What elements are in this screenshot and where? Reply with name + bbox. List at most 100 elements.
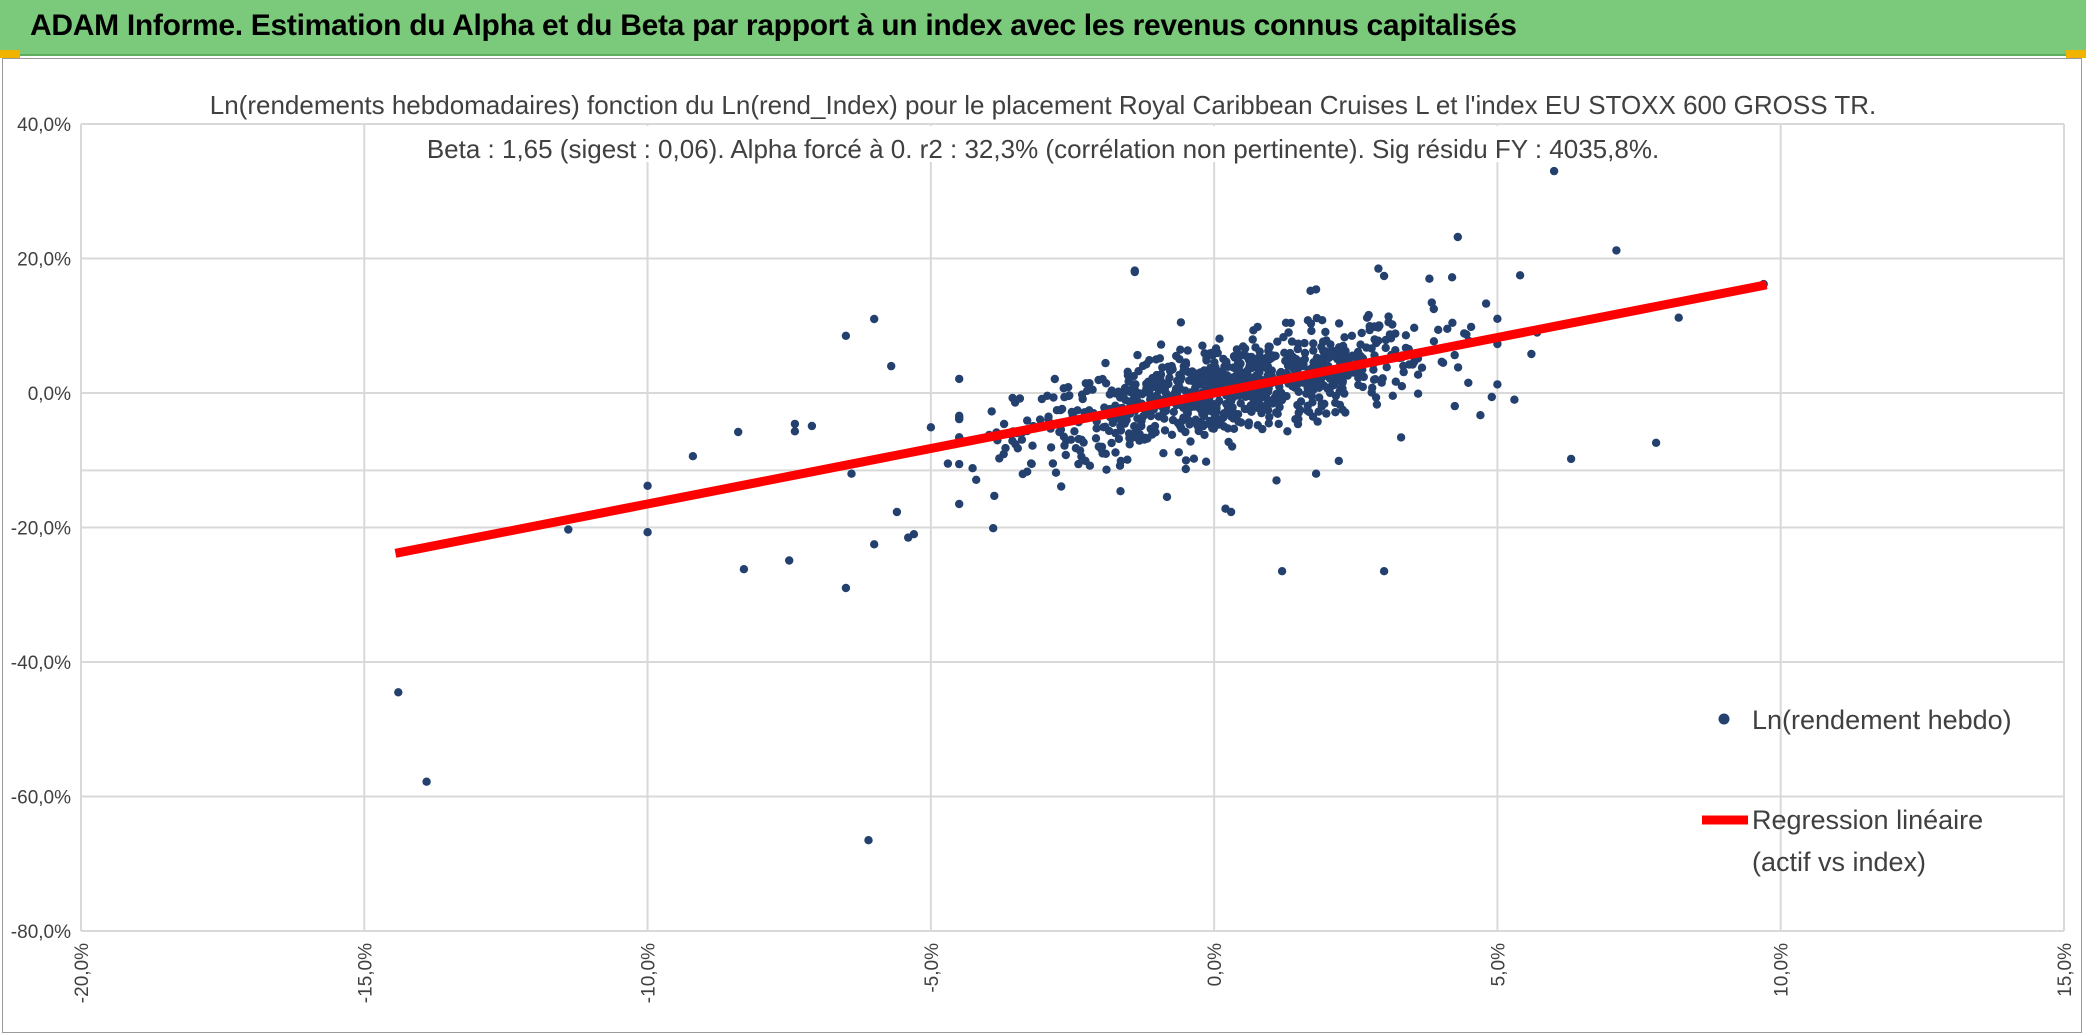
data-point [892, 507, 902, 517]
data-point [1453, 232, 1463, 242]
data-point [1396, 433, 1406, 442]
data-point [1549, 166, 1559, 176]
data-point [1101, 379, 1111, 388]
legend: Ln(rendement hebdo) Regression linéaire … [1702, 705, 2012, 877]
data-point [1198, 341, 1207, 350]
data-point [1061, 450, 1071, 460]
data-point [1017, 435, 1027, 444]
data-point [1258, 424, 1267, 434]
data-point [1358, 382, 1368, 392]
data-point [1331, 391, 1341, 401]
data-point [1226, 507, 1236, 517]
title-line2-bg [440, 126, 1640, 162]
data-point [1249, 395, 1258, 404]
data-point [1111, 448, 1120, 457]
data-point [987, 407, 996, 416]
data-point [1066, 435, 1076, 444]
data-point [1336, 352, 1346, 362]
data-point [807, 421, 817, 431]
data-point [1341, 346, 1350, 356]
data-point [1107, 386, 1116, 395]
data-point [1050, 374, 1060, 384]
data-point [1481, 299, 1491, 308]
data-point [1381, 343, 1390, 353]
data-point [1391, 377, 1401, 386]
data-point [1044, 412, 1053, 421]
data-point [1427, 298, 1437, 307]
data-point [790, 427, 800, 436]
data-point [1015, 394, 1025, 403]
data-point [1116, 487, 1125, 496]
data-point [1219, 354, 1228, 364]
data-point [1321, 327, 1330, 337]
data-point [1309, 346, 1318, 355]
data-point [1181, 464, 1191, 474]
data-point [1074, 459, 1083, 469]
data-point [1126, 388, 1136, 397]
data-point [1176, 422, 1185, 431]
data-point [1181, 427, 1190, 437]
data-point [1311, 285, 1321, 294]
data-point [1476, 411, 1485, 420]
data-point [1240, 404, 1250, 414]
data-point [1268, 399, 1277, 408]
data-point [1450, 401, 1460, 411]
data-point [1028, 441, 1037, 450]
data-point [1169, 407, 1179, 417]
data-point [1102, 465, 1111, 474]
data-point [1283, 427, 1292, 436]
data-point [1294, 414, 1303, 424]
data-point [1128, 380, 1138, 389]
regression-line [394, 280, 1768, 558]
data-point [1059, 384, 1068, 393]
data-point [1487, 392, 1497, 402]
data-point [1173, 376, 1182, 385]
data-point [1189, 454, 1199, 463]
data-point [1450, 350, 1459, 360]
data-point [1448, 318, 1457, 327]
data-points [394, 166, 1768, 845]
data-point [887, 361, 896, 371]
data-point [1379, 567, 1389, 576]
data-point [955, 459, 964, 469]
data-point [1306, 319, 1316, 328]
data-point [1362, 313, 1372, 322]
data-point [1194, 426, 1203, 436]
data-point [1417, 363, 1427, 372]
grid-lines [80, 123, 2065, 932]
data-point [688, 452, 698, 461]
data-point [1208, 401, 1218, 410]
y-tick-label: 40,0% [17, 115, 71, 136]
data-point [1264, 419, 1274, 428]
data-point [1085, 461, 1095, 470]
y-tick-label: 20,0% [17, 250, 71, 271]
data-point [1357, 328, 1366, 338]
data-point [1314, 407, 1323, 416]
data-point [1429, 304, 1439, 314]
data-point [1130, 267, 1140, 277]
data-point [1374, 264, 1383, 273]
data-point [1074, 434, 1083, 444]
data-point [1340, 389, 1349, 398]
data-point [1318, 316, 1327, 325]
data-point [1172, 351, 1181, 361]
data-point [1334, 319, 1344, 328]
data-point [1008, 436, 1017, 446]
data-point [1094, 375, 1103, 385]
data-point [1057, 404, 1067, 414]
data-point [1308, 398, 1317, 407]
data-point [1256, 360, 1265, 369]
data-point [1223, 424, 1233, 433]
data-point [990, 491, 999, 501]
data-point [1123, 455, 1132, 464]
data-point [864, 836, 873, 845]
data-point [1338, 377, 1348, 386]
data-point [1202, 356, 1211, 365]
data-point [1160, 426, 1170, 435]
data-point [1008, 393, 1017, 403]
data-point [1150, 421, 1160, 431]
data-point [1060, 392, 1069, 402]
data-point [1125, 440, 1134, 449]
data-point [1527, 349, 1536, 359]
data-point [1466, 322, 1476, 332]
